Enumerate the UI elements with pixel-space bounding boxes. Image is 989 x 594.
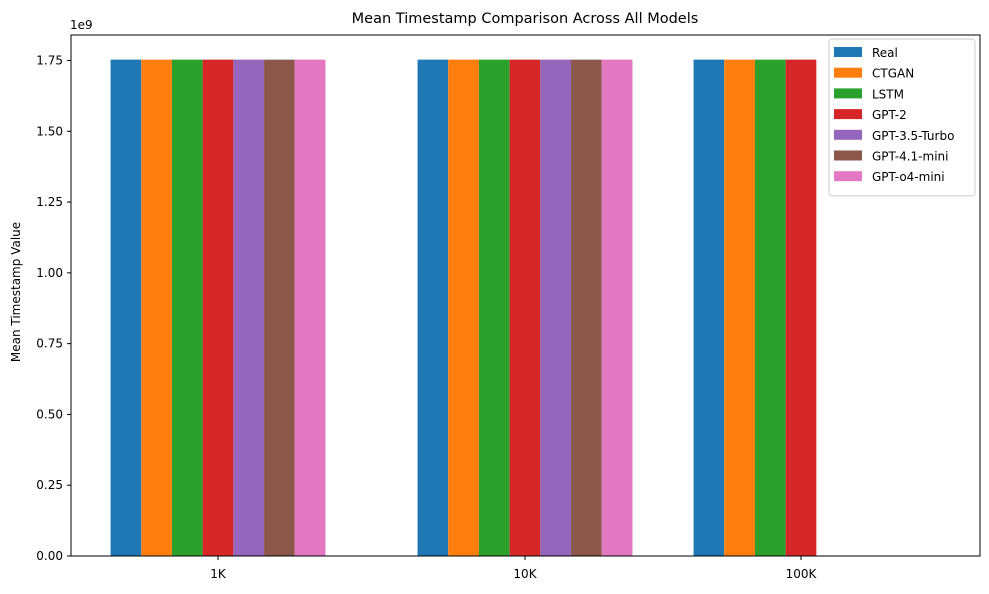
y-tick-label: 0.75 [36,337,63,351]
bar [478,59,510,556]
legend-label: GPT-o4-mini [872,170,945,184]
legend-label: GPT-3.5-Turbo [872,129,954,143]
bar [601,59,633,556]
legend: Real CTGAN LSTM GPT-2 GPT-3.5-Turbo GPT-4.1-m… [828,38,976,197]
legend-swatch [834,109,862,120]
bar [171,59,203,556]
bar [110,59,142,556]
bar [693,59,725,556]
y-tick-label: 1.00 [36,266,63,280]
bar [264,59,295,556]
legend-label: Real [872,46,898,60]
bar [754,59,786,556]
bar [141,59,172,556]
y-axis-offset-label: 1e9 [70,18,93,32]
legend-swatch [834,47,862,57]
x-tick-label: 100K [786,567,818,581]
chart-title: Mean Timestamp Comparison Across All Mod… [352,11,699,27]
bar [571,59,602,556]
legend-label: GPT-4.1-mini [872,150,948,164]
bar [448,59,479,556]
bar [233,59,265,556]
legend-swatch [834,67,862,78]
y-tick-label: 1.25 [36,195,63,209]
y-tick-label: 0.25 [36,478,63,492]
bar [785,59,817,556]
legend-label: CTGAN [872,67,914,81]
legend-swatch [834,129,862,140]
y-tick-label: 1.50 [36,124,63,138]
legend-box [828,38,976,197]
legend-label: LSTM [872,87,904,101]
y-tick-label: 1.75 [36,53,63,67]
bar [417,59,449,556]
bar [540,59,572,556]
bar [202,59,234,556]
bar [509,59,541,556]
legend-swatch [834,150,862,161]
x-tick-label: 10K [513,567,537,581]
legend-swatch [834,88,862,99]
bars-group [110,59,817,556]
y-axis-label: Mean Timestamp Value [9,222,23,362]
bar [724,59,755,556]
bar [294,59,326,556]
ticks-group: 0.00 0.25 0.50 0.75 1.00 1.25 1.50 1.75 1K 10K 100… [36,53,817,581]
legend-label: GPT-2 [872,108,907,122]
y-tick-label: 0.00 [36,549,63,563]
x-tick-label: 1K [210,567,227,581]
legend-swatch [834,171,862,182]
y-tick-label: 0.50 [36,407,63,421]
